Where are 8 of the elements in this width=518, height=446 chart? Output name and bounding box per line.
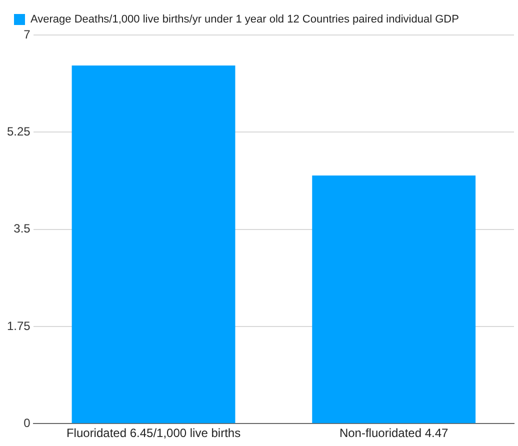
legend-label: Average Deaths/1,000 live births/yr under 1 year old 12 Countries paired individual GDP [30, 14, 459, 26]
y-tick-label: 1.75 [6, 318, 31, 333]
y-tick-label: 3.5 [14, 222, 31, 236]
x-tick-label: Fluoridated 6.45/1,000 live births [66, 426, 241, 440]
x-tick-label: Non-fluoridated 4.47 [339, 426, 449, 440]
y-tick-label: 7 [24, 27, 31, 42]
y-tick-label: 0 [24, 416, 31, 430]
y-tick-label: 5.25 [6, 124, 31, 138]
